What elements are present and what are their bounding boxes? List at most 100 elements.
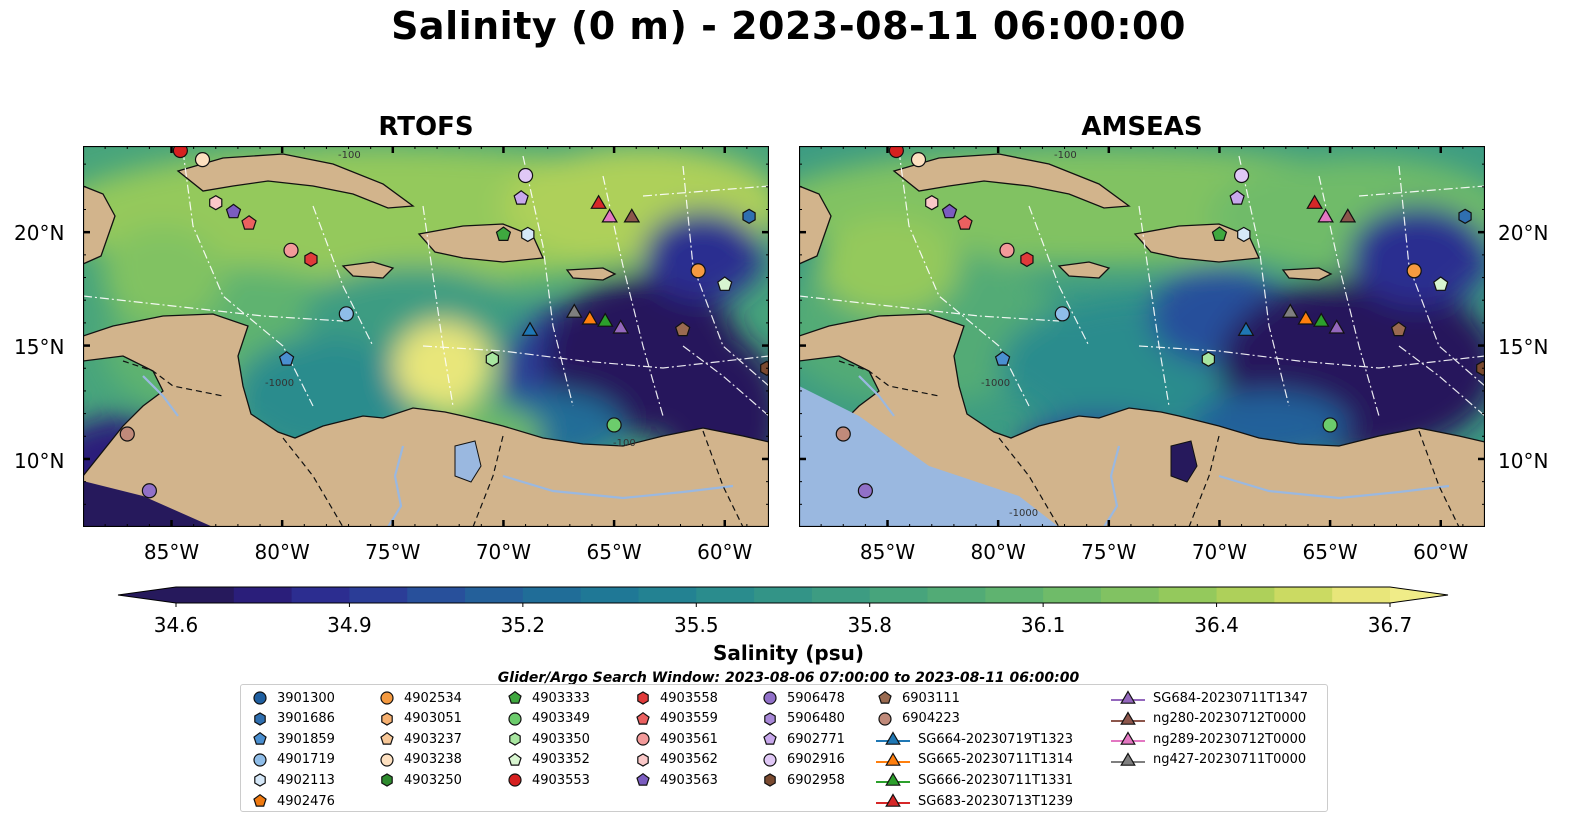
legend-symbol bbox=[764, 711, 776, 726]
marker-4903238 bbox=[194, 152, 211, 168]
rivers bbox=[858, 375, 1450, 527]
colorbar-segment bbox=[869, 587, 929, 603]
legend-item: 4903352 bbox=[506, 750, 590, 770]
marker-SG684-20230711T1347 bbox=[1328, 319, 1346, 334]
marker-6902958 bbox=[1476, 360, 1485, 376]
marker-SG664-20230719T1323 bbox=[521, 321, 539, 336]
legend-marker-circle-icon bbox=[636, 732, 650, 746]
legend-item: 4903562 bbox=[634, 750, 718, 770]
legend-marker-triangle-line-icon bbox=[876, 772, 910, 787]
legend-label: 4903250 bbox=[404, 772, 462, 788]
legend-label: 4902476 bbox=[277, 793, 335, 809]
marker-ng289-20230712T0000 bbox=[1317, 208, 1334, 223]
legend-symbol bbox=[253, 793, 267, 807]
lon-label: 80°W bbox=[254, 540, 310, 564]
marker-SG666-20230711T1331 bbox=[596, 312, 614, 327]
lon-label: 80°W bbox=[970, 540, 1026, 564]
observation-markers bbox=[119, 146, 769, 499]
legend-label: SG665-20230711T1314 bbox=[918, 752, 1074, 768]
legend-item: 4903558 bbox=[634, 688, 718, 708]
marker-4903559 bbox=[241, 215, 257, 230]
legend-label: 6902771 bbox=[787, 731, 845, 747]
rtofs-salinity-map[interactable]: -100 -1000 -100 bbox=[83, 146, 769, 527]
marker-6902771 bbox=[1229, 190, 1245, 205]
marker-4903558 bbox=[304, 251, 318, 268]
legend-symbol bbox=[509, 732, 521, 746]
colorbar-segment bbox=[985, 587, 1044, 603]
legend-item: 4903559 bbox=[634, 709, 718, 729]
legend-symbol bbox=[380, 732, 394, 745]
lon-label: 60°W bbox=[697, 540, 753, 564]
colorbar-segment bbox=[291, 587, 351, 603]
legend-item: 3901300 bbox=[251, 688, 335, 708]
marker-4903562 bbox=[209, 195, 223, 211]
legend-label: 4903558 bbox=[660, 690, 718, 706]
marker-4903352 bbox=[717, 276, 733, 291]
colorbar-tick-label: 35.8 bbox=[847, 613, 892, 637]
legend-item: 6903111 bbox=[876, 688, 960, 708]
legend-label: SG666-20230711T1331 bbox=[918, 772, 1074, 788]
marker-ng280-20230712T0000 bbox=[1339, 208, 1357, 223]
legend-symbol bbox=[381, 711, 393, 726]
colorbar-label: Salinity (psu) bbox=[712, 641, 864, 665]
marker-SG683-20230713T1239 bbox=[1306, 194, 1323, 209]
marker-4903559 bbox=[957, 215, 973, 230]
contour-label: -1000 bbox=[1009, 508, 1038, 519]
colorbar-segment bbox=[465, 587, 524, 603]
legend-item: 4903051 bbox=[378, 709, 462, 729]
legend-label: 4903333 bbox=[532, 690, 590, 706]
search-window-text: Glider/Argo Search Window: 2023-08-06 07… bbox=[497, 670, 1080, 686]
map-frame bbox=[83, 146, 769, 527]
legend-marker-hexagon-icon bbox=[637, 753, 649, 767]
colorbar-segment bbox=[1332, 587, 1391, 603]
contour-label: -1000 bbox=[265, 378, 294, 389]
colorbar-tick-label: 34.6 bbox=[153, 613, 199, 637]
marker-5906478 bbox=[857, 483, 873, 499]
legend-item: 4902476 bbox=[251, 791, 335, 811]
colorbar-tick-label: 36.7 bbox=[1367, 613, 1413, 637]
legend-marker-pentagon-icon bbox=[508, 752, 522, 766]
colorbar-segment bbox=[811, 587, 871, 603]
marker-4903352 bbox=[1433, 276, 1449, 291]
legend-label: 6904223 bbox=[902, 711, 960, 727]
amseas-salinity-map[interactable]: -100 -1000 -1000 bbox=[799, 146, 1485, 527]
marker-4903333 bbox=[1211, 226, 1228, 242]
contour-label: -1000 bbox=[981, 378, 1010, 389]
legend-symbol bbox=[763, 732, 777, 745]
marker-6902771 bbox=[513, 190, 529, 205]
observation-markers bbox=[835, 146, 1485, 499]
legend-item: 4903238 bbox=[378, 750, 462, 770]
legend-label: 4903563 bbox=[660, 772, 718, 788]
legend-marker-hexagon-icon bbox=[764, 773, 776, 788]
map-frame bbox=[799, 146, 1485, 527]
legend-label: 4903051 bbox=[404, 711, 462, 727]
axis-ticks bbox=[799, 146, 1485, 527]
legend-marker-triangle-line-icon bbox=[876, 752, 910, 766]
figure-title: Salinity (0 m) - 2023-08-11 06:00:00 bbox=[391, 4, 1186, 48]
legend-symbol bbox=[885, 793, 901, 807]
legend-symbol bbox=[380, 691, 394, 705]
legend-label: 4903352 bbox=[532, 752, 590, 768]
colorbar-segment bbox=[927, 587, 986, 603]
marker-6902916 bbox=[517, 167, 534, 184]
panel-title-amseas: AMSEAS bbox=[1081, 112, 1203, 142]
legend-item: ng280-20230712T0000 bbox=[1111, 709, 1306, 729]
marker-6904223 bbox=[835, 426, 851, 442]
colorbar-segment bbox=[1158, 587, 1218, 603]
legend-item: 4903561 bbox=[634, 729, 718, 749]
legend-symbol bbox=[637, 753, 649, 767]
legend-marker-pentagon-icon bbox=[636, 773, 650, 787]
legend-symbol bbox=[636, 732, 650, 746]
legend-symbol bbox=[508, 711, 522, 726]
lat-label-10n: 10°N bbox=[14, 449, 65, 473]
legend-item: 3901686 bbox=[251, 709, 335, 729]
marker-legend: 3901300 3901686 3901859 4901719 4902113 49024… bbox=[240, 684, 1328, 812]
legend-symbol bbox=[380, 753, 394, 767]
legend-item: 5906480 bbox=[761, 709, 845, 729]
marker-4903563 bbox=[225, 203, 242, 219]
lon-label: 70°W bbox=[475, 540, 532, 564]
legend-marker-pentagon-icon bbox=[763, 732, 777, 745]
legend-symbol bbox=[885, 772, 901, 787]
colorbar-tick-label: 36.1 bbox=[1020, 613, 1066, 637]
land-masses bbox=[83, 153, 769, 527]
